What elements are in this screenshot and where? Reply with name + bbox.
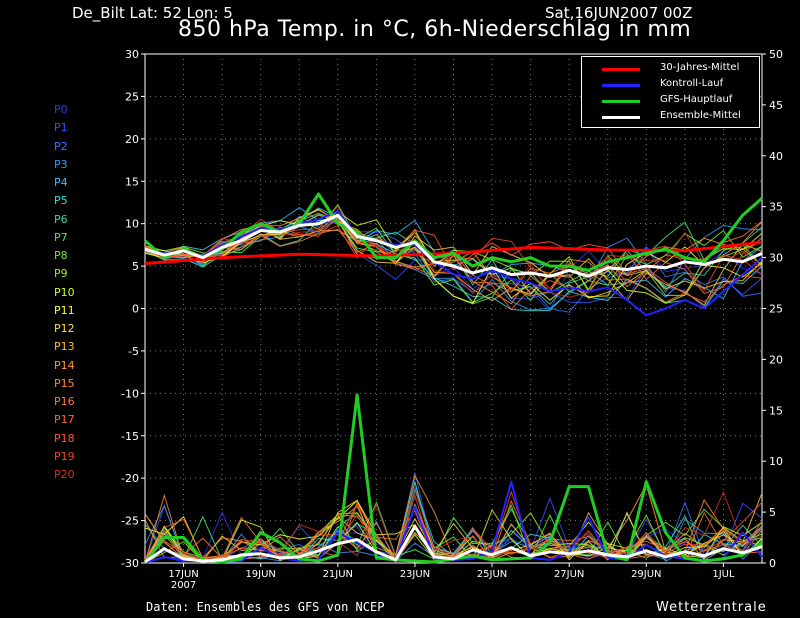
member-label: P19 (54, 449, 75, 463)
axis-ticks: -30 -25 -20 -15 -10 -5 0 5 10 15 20 25 30 0 5 10 15 20 25 3… (121, 48, 783, 591)
member-label: P16 (54, 395, 75, 408)
y-left-tick-label: 20 (125, 133, 139, 146)
data-source: Daten: Ensembles des GFS von NCEP (146, 600, 385, 614)
member-label: P15 (54, 376, 75, 390)
legend-label: GFS-Hauptlauf (660, 94, 733, 105)
y-left-tick-label: -25 (121, 515, 139, 528)
x-tick-label: 17JUN (168, 569, 198, 580)
legend-entry: GFS-Hauptlauf (602, 93, 759, 110)
y-right-tick-label: 35 (769, 201, 783, 214)
y-left-tick-label: 10 (125, 218, 139, 231)
member-label: P9 (54, 267, 68, 281)
member-label: P4 (54, 176, 68, 189)
member-label: P14 (54, 358, 75, 372)
y-right-tick-label: 15 (769, 404, 783, 417)
member-label: P13 (54, 340, 75, 354)
y-left-tick-label: 30 (125, 48, 139, 61)
y-left-tick-label: -5 (128, 345, 139, 358)
y-left-tick-label: 25 (125, 90, 139, 103)
member-label: P12 (54, 322, 75, 335)
y-left-tick-label: 5 (132, 260, 139, 273)
y-right-tick-label: 0 (769, 557, 776, 570)
member-precip-line (144, 490, 763, 563)
x-tick-label: 23JUN (400, 569, 430, 580)
member-list: P0 P1 P2 P3 P4 P5 P6 P7 P8 P9 P10 P11 P12 P13 P14 P15 P1… (54, 101, 75, 484)
legend-entry: 30-Jahres-Mittel (602, 61, 759, 78)
member-label: P8 (54, 249, 68, 262)
x-tick-label: 25JUN (477, 569, 507, 580)
y-right-tick-label: 5 (769, 506, 776, 519)
member-label: P3 (54, 157, 68, 171)
member-label: P0 (54, 103, 68, 116)
member-label: P5 (54, 194, 68, 208)
y-right-tick-label: 10 (769, 455, 783, 468)
y-right-tick-label: 20 (769, 353, 783, 366)
station-info: De_Bilt Lat: 52 Lon: 5 (72, 4, 233, 22)
member-label: P1 (54, 121, 68, 135)
y-left-tick-label: -30 (121, 557, 139, 570)
chart-title: 850 hPa Temp. in °C, 6h-Niederschlag in … (178, 17, 692, 42)
x-tick-label: 1JUL (712, 569, 735, 580)
ensemble-mittel-precip-line (144, 524, 763, 564)
x-tick-label: 29JUN (631, 569, 661, 580)
main-series-lines (143, 192, 763, 564)
legend-label: 30-Jahres-Mittel (660, 62, 740, 73)
y-left-tick-label: 0 (132, 303, 139, 316)
legend-label: Kontroll-Lauf (660, 78, 724, 89)
y-right-tick-label: 50 (769, 48, 783, 61)
plot-area (144, 53, 763, 564)
y-right-tick-label: 40 (769, 150, 783, 163)
ensemble-mittel-temp-line (144, 213, 763, 278)
y-left-tick-label: -20 (121, 472, 139, 485)
y-right-tick-label: 30 (769, 252, 783, 265)
gfs-hauptlauf-temp-line (144, 192, 763, 272)
legend-swatch (602, 68, 640, 71)
y-right-tick-label: 25 (769, 303, 783, 316)
member-temp-line (144, 212, 763, 297)
run-date: Sat,16JUN2007 00Z (545, 4, 693, 22)
legend-entry: Ensemble-Mittel (602, 109, 759, 126)
y-left-tick-label: -15 (121, 430, 139, 443)
y-right-tick-label: 45 (769, 99, 783, 112)
member-label: P20 (54, 468, 75, 481)
legend-swatch (602, 84, 640, 87)
member-precip-line (144, 499, 763, 560)
member-temp-line (144, 210, 763, 304)
member-label: P11 (54, 303, 75, 317)
kontroll-lauf-temp-line (144, 209, 763, 317)
y-left-tick-label: -10 (121, 387, 139, 400)
member-label: P18 (54, 431, 75, 445)
legend-swatch (602, 100, 640, 103)
legend-label: Ensemble-Mittel (660, 110, 741, 121)
member-label: P10 (54, 285, 75, 299)
legend: 30-Jahres-Mittel Kontroll-Lauf GFS-Haupt… (581, 56, 760, 128)
x-tick-label: 21JUN (323, 569, 353, 580)
member-precip-line (144, 503, 763, 562)
member-label: P7 (54, 230, 68, 244)
member-label: P2 (54, 139, 68, 153)
y-left-tick-label: 15 (125, 175, 139, 188)
x-tick-label: 19JUN (245, 569, 275, 580)
x-tick-sublabel: 2007 (171, 580, 196, 591)
brand-name: Wetterzentrale (656, 600, 767, 615)
member-temp-line (144, 214, 763, 299)
legend-entry: Kontroll-Lauf (602, 77, 759, 94)
member-label: P6 (54, 212, 68, 226)
member-label: P17 (54, 413, 75, 427)
x-tick-label: 27JUN (554, 569, 584, 580)
legend-swatch (602, 116, 640, 119)
